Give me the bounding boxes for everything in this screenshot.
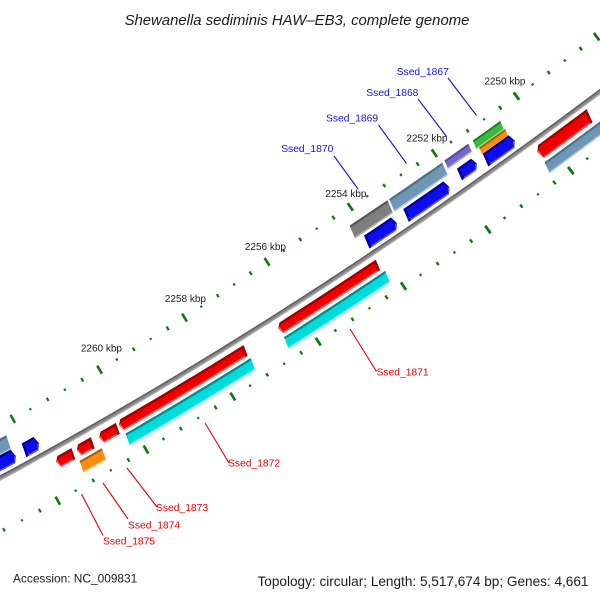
svg-text:2260 kbp: 2260 kbp <box>81 344 123 355</box>
svg-text:Ssed_1872: Ssed_1872 <box>228 459 280 470</box>
svg-text:Ssed_1867: Ssed_1867 <box>397 67 449 78</box>
svg-text:2252 kbp: 2252 kbp <box>406 134 448 145</box>
svg-text:Topology: circular; Length: 5,: Topology: circular; Length: 5,517,674 bp… <box>257 574 588 589</box>
svg-text:Ssed_1868: Ssed_1868 <box>366 88 418 99</box>
svg-text:2258 kbp: 2258 kbp <box>165 294 207 305</box>
svg-text:Accession: NC_009831: Accession: NC_009831 <box>13 572 138 586</box>
svg-text:Ssed_1871: Ssed_1871 <box>377 368 429 379</box>
svg-text:Ssed_1873: Ssed_1873 <box>156 503 208 514</box>
svg-text:2254 kbp: 2254 kbp <box>325 189 367 200</box>
svg-text:Shewanella sediminis HAW–EB3,: Shewanella sediminis HAW–EB3, complete g… <box>125 13 470 29</box>
svg-text:2250 kbp: 2250 kbp <box>484 77 526 88</box>
svg-text:2256 kbp: 2256 kbp <box>245 242 287 253</box>
svg-text:Ssed_1869: Ssed_1869 <box>326 114 378 125</box>
svg-text:Ssed_1875: Ssed_1875 <box>103 537 155 548</box>
svg-text:Ssed_1874: Ssed_1874 <box>128 521 180 532</box>
svg-text:Ssed_1870: Ssed_1870 <box>281 144 333 155</box>
